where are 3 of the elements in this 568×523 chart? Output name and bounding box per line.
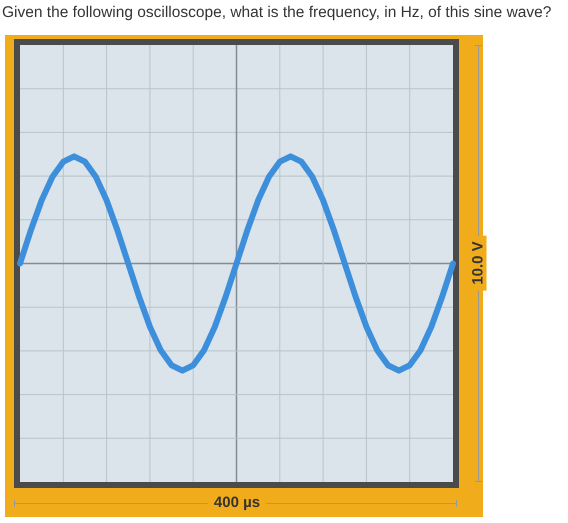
- text: 10.0 V: [470, 235, 486, 291]
- text: 400 µs: [208, 494, 266, 511]
- chart-title: Given the following oscilloscope, what is the frequency, in Hz, of this sine wave?: [2, 4, 552, 22]
